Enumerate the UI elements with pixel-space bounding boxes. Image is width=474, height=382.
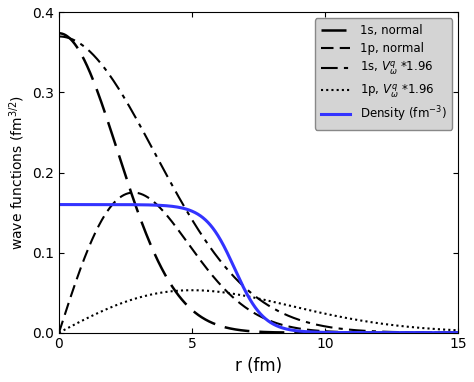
Legend: 1s, normal, 1p, normal, 1s, $V_{\omega}^{q}$ *1.96, 1p, $V_{\omega}^{q}$ *1.96, : 1s, normal, 1p, normal, 1s, $V_{\omega}^…	[315, 18, 452, 130]
Y-axis label: wave functions (fm$^{3/2}$): wave functions (fm$^{3/2}$)	[7, 95, 27, 250]
X-axis label: r (fm): r (fm)	[235, 357, 282, 375]
